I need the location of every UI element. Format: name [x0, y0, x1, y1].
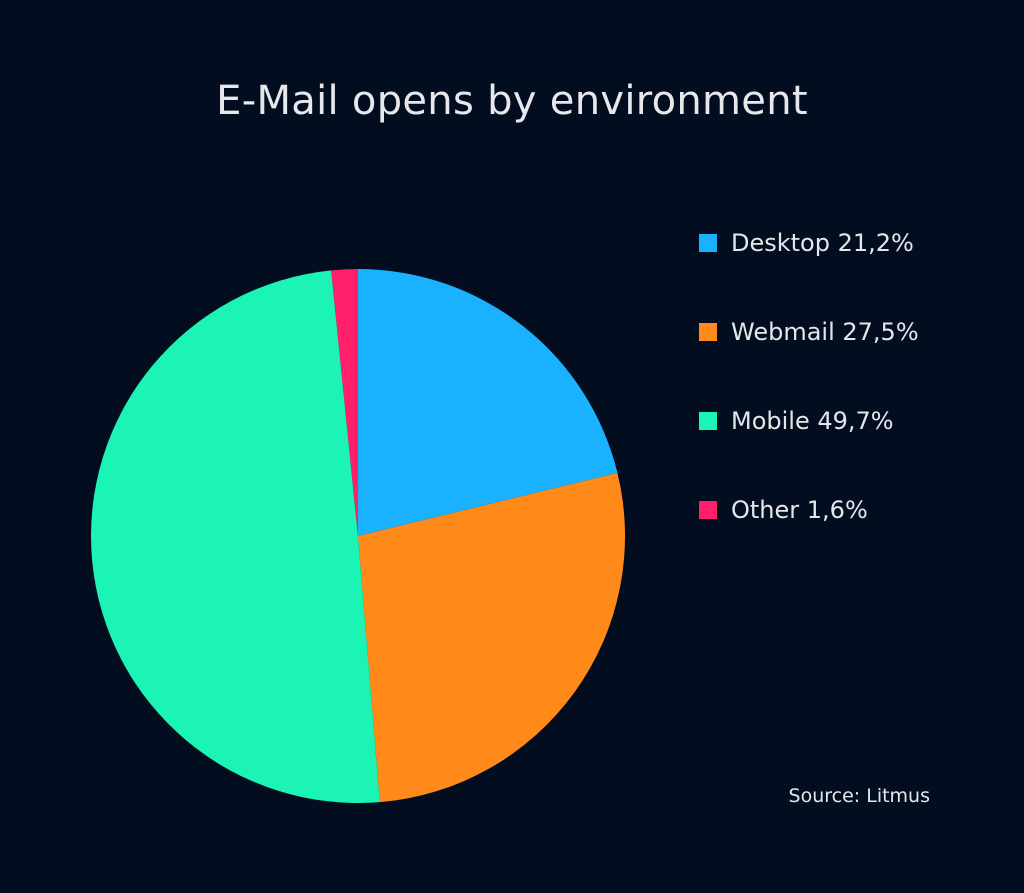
pie-slice-webmail [358, 472, 626, 803]
legend-swatch-webmail [699, 323, 717, 341]
legend-label-desktop: Desktop 21,2% [731, 229, 914, 257]
legend-swatch-mobile [699, 412, 717, 430]
legend-item-other: Other 1,6% [699, 489, 999, 531]
chart-title: E-Mail opens by environment [216, 78, 808, 124]
legend: Desktop 21,2% Webmail 27,5% Mobile 49,7%… [699, 222, 999, 578]
legend-swatch-desktop [699, 234, 717, 252]
legend-swatch-other [699, 501, 717, 519]
legend-label-mobile: Mobile 49,7% [731, 407, 894, 435]
legend-item-webmail: Webmail 27,5% [699, 311, 999, 353]
legend-label-webmail: Webmail 27,5% [731, 318, 919, 346]
pie-slice-mobile [90, 270, 380, 803]
legend-item-mobile: Mobile 49,7% [699, 400, 999, 442]
source-note: Source: Litmus [788, 785, 930, 807]
pie-slices [90, 269, 626, 803]
legend-label-other: Other 1,6% [731, 496, 868, 524]
pie-slice-desktop [358, 269, 618, 536]
pie-slice-other [331, 269, 358, 536]
legend-item-desktop: Desktop 21,2% [699, 222, 999, 264]
